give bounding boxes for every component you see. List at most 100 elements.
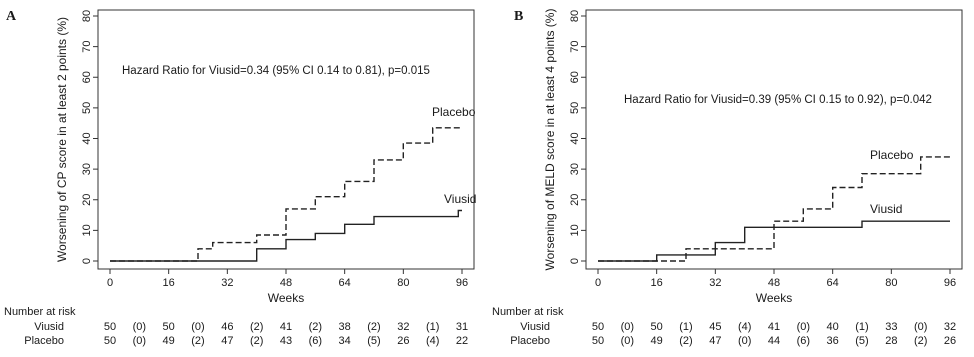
panel-a-risk-cell: 26 [397,335,409,347]
panel-a-risk-cell: (4) [426,335,439,347]
panel-a-x-tick-label: 0 [107,277,113,289]
panel-b-risk-cell: (2) [914,335,927,347]
panel-b-y-tick-label: 70 [569,41,581,53]
panel-b-risk-cell: 45 [709,321,721,333]
panel-a-x-tick-label: 80 [397,277,409,289]
panel-a-x-tick-label: 96 [456,277,468,289]
panel-a-risk-cell: 46 [221,321,233,333]
panel-b-plot-frame [585,9,963,270]
panel-a-y-tick-label: 0 [81,258,93,264]
panel-a-risk-cell: (2) [250,321,263,333]
panel-b-risk-cell: (0) [621,335,634,347]
panel-b-y-tick-label: 20 [569,194,581,206]
panel-a-y-tick-label: 10 [81,224,93,236]
panel-a-series-label-viusid: Viusid [444,192,476,206]
panel-b-y-tick-label: 80 [569,10,581,22]
panel-a-risk-cell: 41 [280,321,292,333]
panel-b-risk-cell: 40 [827,321,839,333]
panel-a-risk-cell: 43 [280,335,292,347]
panel-b-x-tick-label: 0 [595,277,601,289]
panel-a-risk-cell: (2) [309,321,322,333]
panel-b-x-tick-label: 16 [651,277,663,289]
panel-a-risk-cell: (5) [367,335,380,347]
panel-b-risk-table-title: Number at risk [492,306,564,318]
panel-a-risk-cell: (2) [250,335,263,347]
panel-a-x-tick-label: 64 [339,277,351,289]
panel-b-series-label-placebo: Placebo [870,148,914,162]
panel-a-series-label-placebo: Placebo [432,105,476,119]
panel-b-y-tick-label: 50 [569,102,581,114]
panel-b-x-tick-label: 96 [944,277,956,289]
panel-a-risk-row-name: Placebo [24,335,64,347]
panel-a-risk-row-name: Viusid [34,321,64,333]
panel-a-risk-cell: 50 [104,335,116,347]
panel-a-hazard-ratio-annotation: Hazard Ratio for Viusid=0.34 (95% CI 0.1… [122,65,430,77]
panel-b-y-tick-label: 40 [569,132,581,144]
panel-b-risk-cell: 49 [651,335,663,347]
panel-a-risk-cell: (1) [426,321,439,333]
panel-b-series-label-viusid: Viusid [870,202,902,216]
panel-b-risk-cell: (0) [914,321,927,333]
panel-a-x-tick-label: 32 [221,277,233,289]
panel-a-risk-cell: 32 [397,321,409,333]
panel-b-x-tick-label: 32 [709,277,721,289]
panel-b-risk-cell: (4) [738,321,751,333]
panel-a-risk-cell: 50 [163,321,175,333]
panel-a-y-tick-label: 40 [81,132,93,144]
panel-b-y-tick-label: 30 [569,163,581,175]
panel-b-risk-cell: 50 [651,321,663,333]
panel-b-risk-cell: 50 [592,321,604,333]
panel-a-risk-cell: 50 [104,321,116,333]
panel-b-risk-cell: (6) [797,335,810,347]
panel-b-x-tick-label: 48 [768,277,780,289]
panel-b-hazard-ratio-annotation: Hazard Ratio for Viusid=0.39 (95% CI 0.1… [624,94,932,106]
panel-a-risk-cell: (6) [309,335,322,347]
panel-a-risk-cell: (2) [191,335,204,347]
panel-b-letter: B [514,9,523,24]
panel-b-risk-cell: 41 [768,321,780,333]
panel-b-series-placebo [598,156,950,262]
panel-b-x-axis-title: Weeks [756,291,792,305]
panel-b-risk-cell: 36 [827,335,839,347]
panel-b-y-axis-title: Worsening of MELD score in at least 4 po… [543,9,557,271]
panel-a-y-tick-label: 80 [81,10,93,22]
panel-a: A 0 10 20 30 40 50 60 70 80 0 16 32 48 64 80 96 Weeks Wors… [4,9,476,347]
panel-b-y-tick-label: 10 [569,224,581,236]
panel-a-risk-cell: (0) [133,335,146,347]
panel-a-plot-frame [97,9,475,270]
panel-a-y-tick-label: 20 [81,194,93,206]
panel-b-risk-cell: (0) [738,335,751,347]
panel-b-risk-cell: 33 [885,321,897,333]
panel-a-risk-cell: 34 [339,335,351,347]
panel-a-risk-cell: 47 [221,335,233,347]
panel-a-series-placebo [110,127,462,262]
panel-a-risk-cell: (0) [133,321,146,333]
panel-b-risk-cell: 47 [709,335,721,347]
panel-a-risk-cell: 22 [456,335,468,347]
panel-a-y-axis-title: Worsening of CP score in at least 2 poin… [55,17,69,262]
panel-b-risk-cell: (0) [797,321,810,333]
panel-a-y-tick-label: 60 [81,71,93,83]
panel-b-x-tick-label: 64 [827,277,839,289]
panel-b-y-tick-label: 60 [569,71,581,83]
panel-b-series-viusid [598,220,950,262]
panel-b-x-tick-label: 80 [885,277,897,289]
panel-a-letter: A [6,9,17,24]
panel-b: B 0 10 20 30 40 50 60 70 80 0 16 32 48 64 80 96 Weeks Wors… [492,9,963,347]
panel-a-x-axis-title: Weeks [268,291,304,305]
panel-b-risk-cell: (1) [679,321,692,333]
panel-b-risk-cell: (1) [855,321,868,333]
panel-b-risk-cell: 50 [592,335,604,347]
panel-b-risk-row-name: Placebo [510,335,550,347]
panel-a-x-tick-label: 16 [163,277,175,289]
panel-a-y-tick-label: 70 [81,41,93,53]
panel-a-risk-cell: 49 [163,335,175,347]
panel-b-risk-cell: 44 [768,335,780,347]
panel-a-x-tick-label: 48 [280,277,292,289]
panel-b-risk-row-name: Viusid [520,321,550,333]
panel-a-series-viusid [110,209,462,262]
panel-a-risk-table-title: Number at risk [4,306,76,318]
panel-b-y-tick-label: 0 [569,258,581,264]
